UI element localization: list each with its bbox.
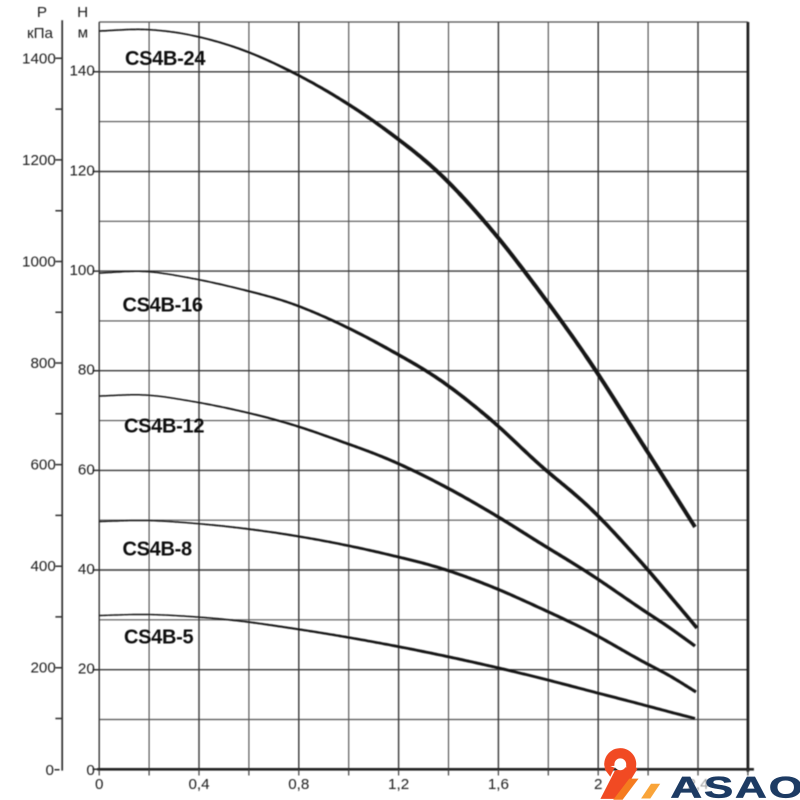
svg-text:H: H [77, 4, 88, 21]
svg-text:1000: 1000 [22, 253, 56, 270]
svg-text:60: 60 [78, 461, 95, 478]
svg-text:80: 80 [78, 362, 95, 379]
svg-text:CS4B-8: CS4B-8 [123, 539, 193, 561]
svg-text:кПа: кПа [27, 25, 54, 42]
svg-text:40: 40 [78, 561, 95, 578]
svg-text:600: 600 [30, 457, 55, 474]
svg-text:CS4B-12: CS4B-12 [124, 416, 204, 438]
svg-text:800: 800 [30, 355, 55, 372]
svg-text:CS4B-5: CS4B-5 [124, 627, 194, 649]
svg-text:120: 120 [69, 162, 94, 179]
svg-text:2,4: 2,4 [687, 776, 708, 793]
svg-text:1,6: 1,6 [488, 776, 509, 793]
svg-text:CS4B-16: CS4B-16 [123, 295, 203, 317]
svg-text:P: P [37, 4, 47, 21]
svg-text:140: 140 [69, 63, 94, 80]
svg-text:0: 0 [95, 776, 103, 793]
svg-text:0,8: 0,8 [288, 776, 309, 793]
svg-text:м: м [78, 25, 88, 42]
svg-text:2: 2 [594, 776, 602, 793]
svg-text:0: 0 [86, 762, 94, 779]
svg-text:100: 100 [69, 262, 94, 279]
svg-text:CS4B-24: CS4B-24 [125, 48, 206, 70]
svg-text:20: 20 [78, 661, 95, 678]
svg-text:0,4: 0,4 [188, 776, 209, 793]
svg-text:0: 0 [46, 762, 54, 779]
svg-text:ASAO: ASAO [671, 770, 800, 800]
svg-text:1,2: 1,2 [388, 776, 409, 793]
svg-text:1400: 1400 [22, 50, 56, 67]
svg-text:400: 400 [30, 558, 55, 575]
svg-text:200: 200 [30, 660, 55, 677]
svg-text:1200: 1200 [22, 152, 56, 169]
